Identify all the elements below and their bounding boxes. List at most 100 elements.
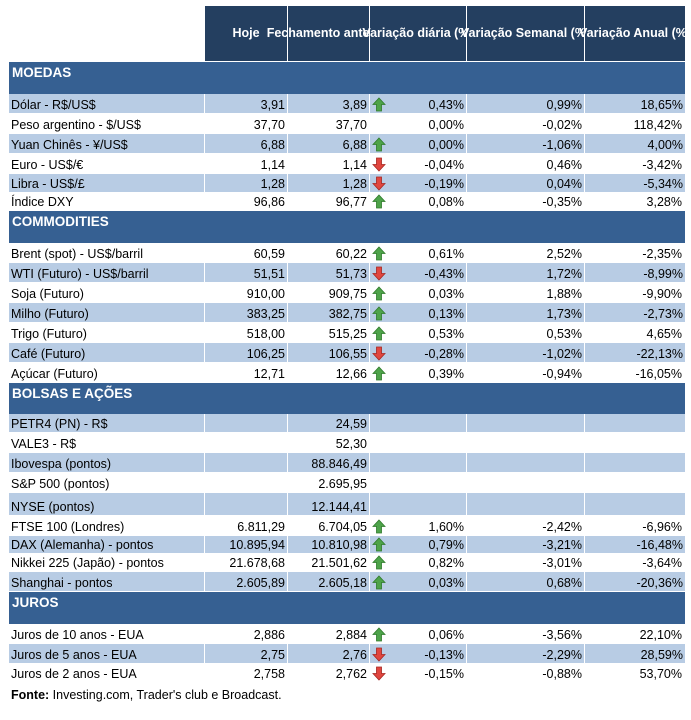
var-diaria-value: 0,79%	[428, 538, 464, 552]
table-row: S&P 500 (pontos) 2.695,95	[9, 473, 685, 493]
cell-var-semanal: -3,01%	[467, 554, 585, 571]
cell-fechamento: 2,762	[288, 664, 370, 682]
table-row: Juros de 10 anos - EUA 2,886 2,884 0,06%…	[9, 624, 685, 644]
row-label: Juros de 2 anos - EUA	[9, 664, 205, 682]
cell-var-anual: -2,73%	[643, 307, 683, 321]
row-label: Yuan Chinês - ¥/US$	[9, 134, 205, 153]
table-row: Milho (Futuro) 383,25 382,75 0,13% 1,73%…	[9, 303, 685, 323]
cell-fechamento: 515,25	[288, 323, 370, 342]
cell-var-anual: 4,65%	[585, 323, 685, 342]
cell-var-anual: -9,90%	[585, 283, 685, 302]
cell-var-diaria	[370, 453, 467, 472]
cell-fechamento: 2,76	[288, 644, 370, 663]
cell-fechamento: 60,22	[288, 243, 370, 262]
cell-fechamento: 51,73	[288, 263, 370, 282]
cell-hoje: 51,51	[205, 263, 288, 282]
cell-var-diaria	[370, 433, 467, 452]
row-label: Juros de 10 anos - EUA	[9, 624, 205, 643]
arrow-down-icon	[372, 346, 386, 361]
cell-fechamento: 106,55	[288, 343, 370, 362]
table-row: Dólar - R$/US$ 3,91 3,89 0,43% 0,99% 18,…	[9, 94, 685, 114]
cell-hoje: 910,00	[205, 283, 288, 302]
cell-fechamento: 1,28	[288, 174, 370, 192]
cell-var-semanal: -0,02%	[467, 114, 585, 133]
cell-var-semanal	[467, 473, 585, 492]
cell-hoje: 106,25	[205, 343, 288, 362]
table-row: Trigo (Futuro) 518,00 515,25 0,53% 0,53%…	[9, 323, 685, 343]
cell-hoje: 383,25	[205, 303, 288, 322]
cell-var-diaria: 0,61%	[370, 243, 467, 262]
var-diaria-value: 0,53%	[428, 327, 464, 341]
arrow-up-icon	[372, 286, 386, 301]
cell-var-diaria: 0,39%	[370, 363, 467, 382]
cell-fechamento: 2.695,95	[288, 473, 370, 492]
var-diaria-value: -0,43%	[424, 267, 464, 281]
cell-var-semanal: 0,46%	[467, 154, 585, 173]
cell-hoje: 3,91	[205, 94, 288, 113]
arrow-up-icon	[372, 575, 386, 590]
section-title: BOLSAS E AÇÕES	[12, 386, 133, 401]
cell-var-diaria: 0,53%	[370, 323, 467, 342]
cell-var-diaria: 0,03%	[370, 572, 467, 591]
cell-hoje: 96,86	[205, 193, 288, 210]
cell-var-semanal	[467, 493, 585, 515]
cell-var-anual: -20,36%	[636, 576, 683, 590]
header-var-semanal: Variação Semanal (%)	[461, 6, 590, 62]
cell-fechamento: 10.810,98	[288, 536, 370, 553]
cell-hoje	[205, 473, 288, 492]
cell-hoje: 10.895,94	[205, 536, 288, 553]
table-row: Café (Futuro) 106,25 106,55 -0,28% -1,02…	[9, 343, 685, 363]
var-diaria-value: 0,39%	[428, 367, 464, 381]
var-diaria-value: 0,82%	[428, 556, 464, 570]
cell-var-semanal: 0,04%	[467, 174, 585, 192]
cell-hoje: 12,71	[205, 363, 288, 382]
table-row: Juros de 2 anos - EUA 2,758 2,762 -0,15%…	[9, 664, 685, 683]
arrow-down-icon	[372, 176, 386, 191]
cell-var-anual: 22,10%	[585, 624, 685, 643]
cell-hoje: 1,28	[205, 174, 288, 192]
table-row: Soja (Futuro) 910,00 909,75 0,03% 1,88% …	[9, 283, 685, 303]
cell-var-diaria	[370, 473, 467, 492]
row-label: Milho (Futuro)	[9, 303, 205, 322]
cell-var-anual	[585, 433, 685, 452]
cell-fechamento: 2.605,18	[288, 572, 370, 591]
arrow-down-icon	[372, 647, 386, 662]
arrow-up-icon	[372, 537, 386, 552]
cell-var-diaria: 0,08%	[370, 193, 467, 210]
cell-var-diaria: 1,60%	[370, 516, 467, 535]
cell-var-semanal	[467, 433, 585, 452]
cell-fechamento: 382,75	[288, 303, 370, 322]
cell-var-diaria: -0,13%	[370, 644, 467, 663]
arrow-up-icon	[372, 137, 386, 152]
table-row: Peso argentino - $/US$ 37,70 37,70 0,00%…	[9, 114, 685, 134]
row-label: PETR4 (PN) - R$	[9, 414, 205, 432]
arrow-up-icon	[372, 194, 386, 209]
cell-var-anual: -16,05%	[585, 363, 685, 382]
cell-var-diaria	[370, 493, 467, 515]
var-diaria-value: 0,03%	[428, 287, 464, 301]
header-blank	[9, 6, 205, 62]
cell-var-anual: 3,28%	[585, 193, 685, 210]
var-diaria-value: -0,28%	[424, 347, 464, 361]
cell-var-semanal: -3,21%	[467, 536, 585, 553]
cell-hoje	[205, 453, 288, 472]
source-label: Fonte:	[11, 688, 50, 702]
row-label: NYSE (pontos)	[9, 493, 205, 515]
cell-var-anual: -3,42%	[585, 154, 685, 173]
cell-hoje: 6,88	[205, 134, 288, 153]
source-note: Fonte: Investing.com, Trader's club e Br…	[11, 688, 282, 702]
cell-hoje: 37,70	[205, 114, 288, 133]
cell-var-semanal: -0,88%	[467, 664, 585, 682]
cell-var-semanal	[467, 414, 585, 432]
cell-var-anual: -3,64%	[585, 554, 685, 571]
section-commodities: COMMODITIES	[9, 211, 685, 243]
cell-var-diaria: 0,03%	[370, 283, 467, 302]
cell-var-anual: 53,70%	[585, 664, 685, 682]
section-moedas: MOEDAS	[9, 62, 685, 94]
arrow-down-icon	[372, 666, 386, 681]
cell-var-semanal: -1,06%	[467, 134, 585, 153]
cell-fechamento: 3,89	[288, 94, 370, 113]
var-diaria-value: 0,08%	[428, 195, 464, 209]
cell-fechamento: 52,30	[288, 433, 370, 452]
row-label: VALE3 - R$	[9, 433, 205, 452]
